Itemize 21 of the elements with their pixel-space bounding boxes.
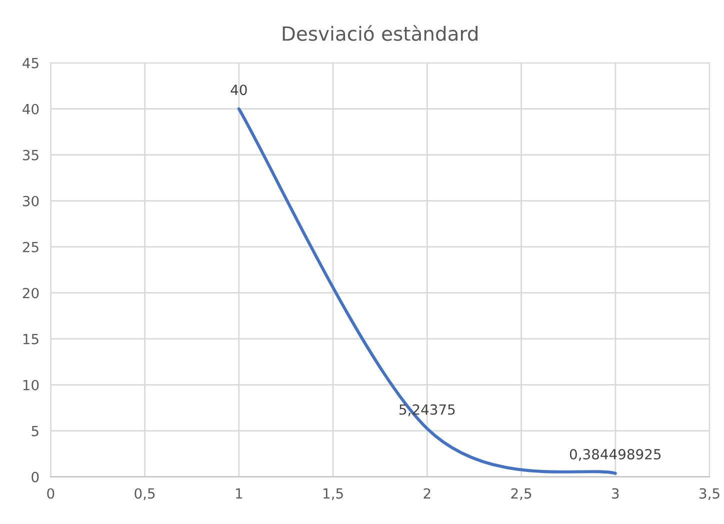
y-tick-label: 35	[22, 150, 38, 160]
data-label: 40	[230, 84, 247, 96]
y-tick-label: 5	[32, 426, 38, 436]
y-tick-label: 15	[23, 334, 38, 344]
x-tick-label: 2,5	[511, 488, 532, 500]
chart-title: Desviació estàndard	[282, 25, 478, 41]
x-tick-label: 3	[612, 488, 619, 499]
y-tick-label: 20	[22, 288, 39, 298]
x-tick-label: 2	[424, 488, 430, 499]
x-tick-label: 1	[236, 488, 242, 499]
x-tick-label: 1,5	[324, 488, 343, 500]
y-tick-label: 40	[22, 104, 39, 114]
y-tick-label: 0	[32, 472, 39, 482]
y-tick-label: 45	[22, 58, 38, 68]
data-label: 0,384498925	[570, 448, 661, 461]
x-tick-label: 0,5	[134, 488, 155, 500]
x-tick-label: 0	[47, 488, 54, 499]
y-tick-label: 10	[23, 380, 39, 390]
y-tick-label: 25	[22, 242, 38, 252]
y-tick-label: 30	[22, 196, 39, 206]
x-tick-label: 3,5	[700, 488, 720, 500]
